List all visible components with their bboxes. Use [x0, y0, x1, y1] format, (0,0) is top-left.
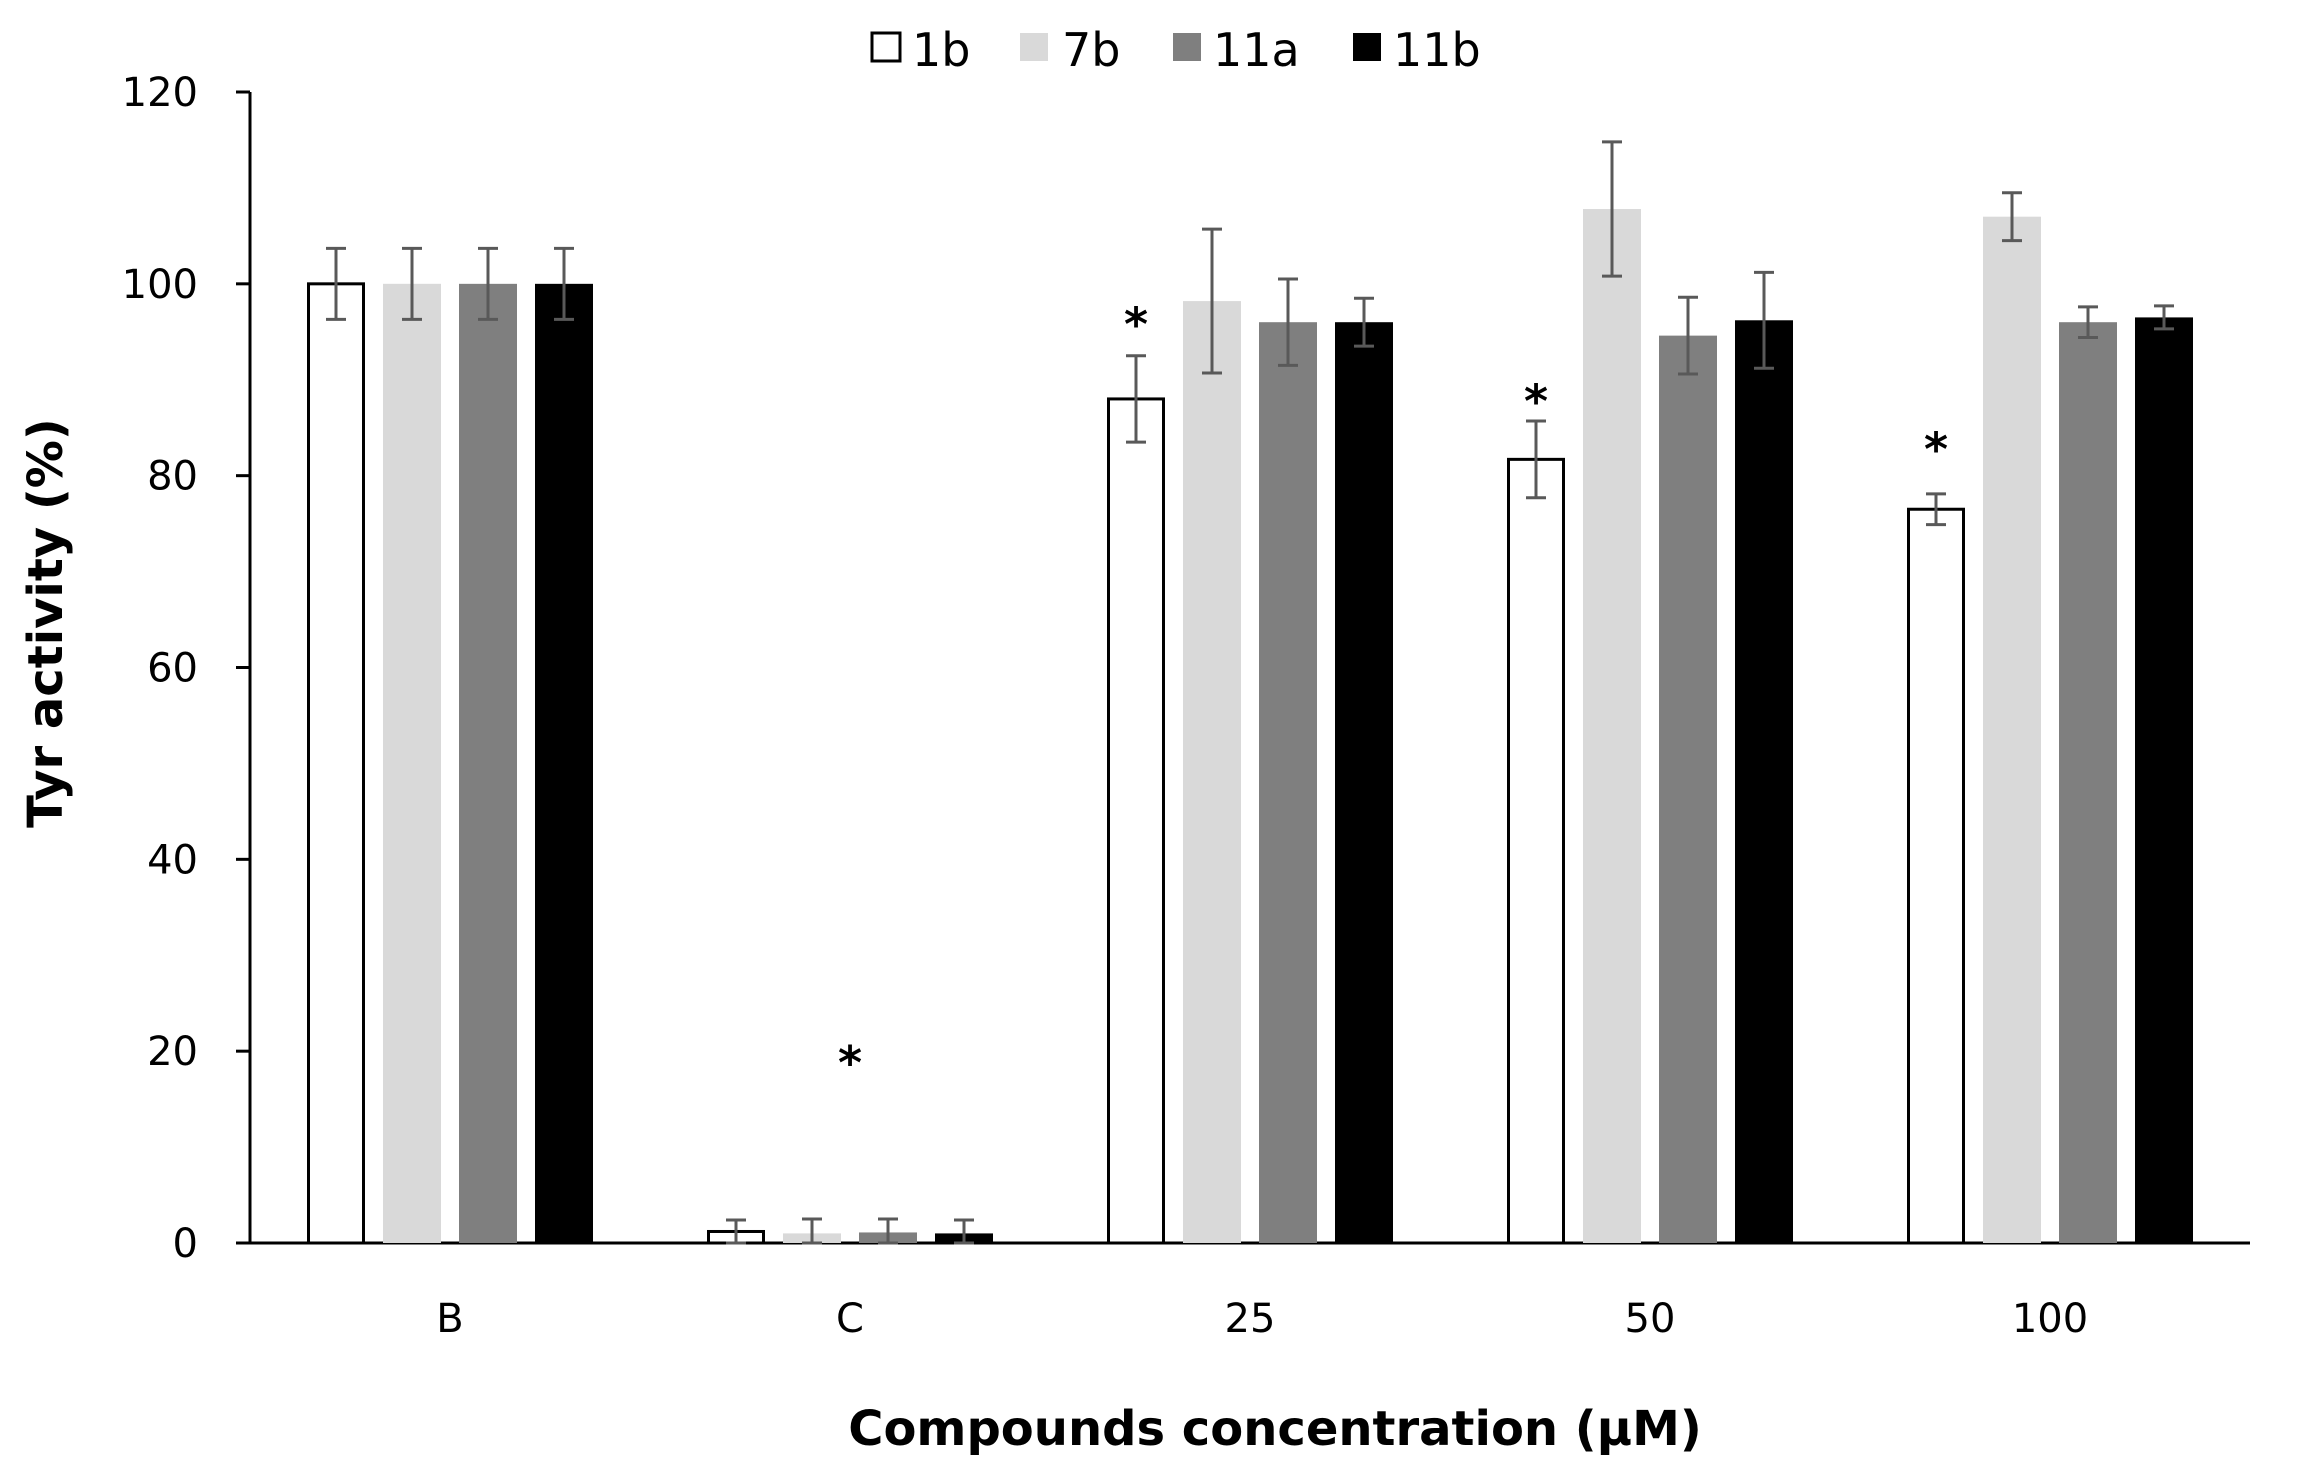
error-bar-11a-50 [1678, 295, 1698, 376]
legend-item-11b: 11b [1353, 23, 1481, 77]
error-bar-7b-C [802, 1217, 822, 1245]
bars [307, 209, 2193, 1245]
error-bar-11a-25 [1278, 277, 1298, 367]
error-bar-11a-100 [2078, 305, 2098, 340]
error-bar-1b-B [326, 246, 346, 321]
error-bar-1b-100 [1926, 492, 1946, 527]
legend-swatch [1020, 33, 1048, 61]
legend-item-1b: 1b [870, 23, 970, 77]
error-bar-1b-50 [1526, 419, 1546, 500]
bar-1b-B [307, 282, 365, 1245]
significance-marker: * [838, 1036, 862, 1090]
legend: 1b 7b 11a 11b [870, 23, 1481, 77]
y-axis: 0 20 40 60 80 100 120 [122, 70, 252, 1267]
y-tick-label: 80 [147, 454, 198, 500]
error-bar-11b-50 [1754, 270, 1774, 370]
significance-marker: * [1124, 298, 1148, 352]
error-bar-11b-B [554, 246, 574, 321]
legend-swatch [1173, 33, 1201, 61]
bar-7b-B [383, 283, 441, 1243]
annotations: * * * * [838, 298, 1948, 1091]
bar-11b-100 [2135, 317, 2193, 1243]
error-bar-1b-C [726, 1218, 746, 1245]
bar-7b-50 [1583, 209, 1641, 1244]
legend-label: 11a [1213, 23, 1300, 77]
bar-11b-B [535, 283, 593, 1243]
error-bar-11b-25 [1354, 296, 1374, 348]
bar-7b-25 [1183, 301, 1241, 1243]
error-bar-7b-100 [2002, 191, 2022, 243]
x-axis-title: Compounds concentration (µM) [848, 1401, 1702, 1457]
y-axis-title: Tyr activity (%) [18, 418, 74, 828]
bar-1b-50 [1507, 457, 1565, 1245]
legend-label: 7b [1062, 23, 1120, 77]
legend-item-7b: 7b [1020, 23, 1120, 77]
error-bar-11a-B [478, 246, 498, 321]
x-axis: B C 25 50 100 [250, 1241, 2250, 1342]
y-tick-label: 100 [122, 262, 198, 308]
x-tick-label: 25 [1225, 1296, 1276, 1342]
y-tick-label: 0 [173, 1221, 198, 1267]
y-tick-label: 20 [147, 1029, 198, 1075]
legend-item-11a: 11a [1173, 23, 1300, 77]
legend-label: 1b [912, 23, 970, 77]
x-tick-label: C [836, 1296, 864, 1342]
error-bar-7b-B [402, 246, 422, 321]
error-bars [326, 140, 2174, 1245]
error-bar-7b-50 [1602, 140, 1622, 278]
bar-11a-25 [1259, 322, 1317, 1243]
error-bar-11b-100 [2154, 304, 2174, 331]
bar-11a-B [459, 283, 517, 1243]
error-bar-1b-25 [1126, 354, 1146, 444]
bar-11b-25 [1335, 322, 1393, 1243]
error-bar-11b-C [954, 1218, 974, 1245]
bar-11a-100 [2059, 322, 2117, 1243]
bar-11a-50 [1659, 335, 1717, 1244]
x-tick-label: 100 [2012, 1296, 2088, 1342]
y-tick-label: 120 [122, 70, 198, 116]
bar-1b-100 [1907, 507, 1965, 1245]
bar-11b-50 [1735, 320, 1793, 1243]
y-tick-label: 60 [147, 646, 198, 692]
x-tick-label: 50 [1625, 1296, 1676, 1342]
significance-marker: * [1524, 374, 1548, 428]
error-bar-11a-C [878, 1217, 898, 1245]
x-tick-label: B [436, 1296, 463, 1342]
bar-1b-25 [1107, 397, 1165, 1245]
y-tick-label: 40 [147, 837, 198, 883]
bar-7b-100 [1983, 216, 2041, 1244]
error-bar-7b-25 [1202, 227, 1222, 375]
legend-swatch [870, 31, 902, 63]
legend-label: 11b [1393, 23, 1481, 77]
legend-swatch [1353, 33, 1381, 61]
significance-marker: * [1924, 422, 1948, 476]
